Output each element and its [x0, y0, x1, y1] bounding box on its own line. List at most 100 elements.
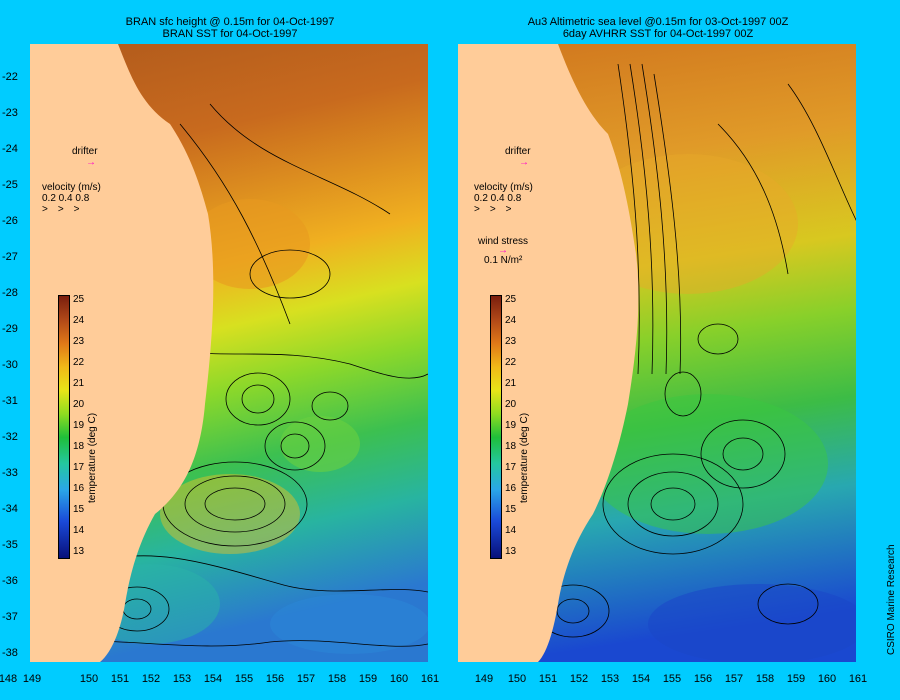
colorbar-tick: 18 [73, 441, 85, 452]
colorbar-tick: 21 [505, 378, 517, 389]
lat-tick: -36 [2, 575, 18, 587]
drifter-arrow-icon: → [86, 157, 96, 168]
lon-tick: 157 [296, 673, 316, 685]
left-map [30, 44, 428, 662]
colorbar-tick: 15 [505, 504, 517, 515]
velocity-label: velocity (m/s) [42, 182, 101, 193]
colorbar-tick: 13 [73, 546, 85, 557]
colorbar-tick: 17 [505, 462, 517, 473]
lon-tick: 156 [693, 673, 713, 685]
right-title: Au3 Altimetric sea level @0.15m for 03-O… [448, 16, 868, 40]
lon-tick: 161 [420, 673, 440, 685]
lon-tick: 160 [817, 673, 837, 685]
colorbar-tick: 25 [505, 294, 517, 305]
lon-tick: 149 [22, 673, 42, 685]
lon-tick: 160 [389, 673, 409, 685]
drifter-legend: drifter → [72, 146, 98, 168]
colorbar-tick: 23 [73, 336, 85, 347]
lat-tick: -33 [2, 467, 18, 479]
velocity-arrows-icon: ˃˃> [42, 204, 90, 215]
velocity-label-right: velocity (m/s) [474, 182, 533, 193]
left-title: BRAN sfc height @ 0.15m for 04-Oct-1997 … [20, 16, 440, 40]
lon-tick: 159 [786, 673, 806, 685]
colorbar-tick: 21 [73, 378, 85, 389]
colorbar-tick: 22 [505, 357, 517, 368]
lon-tick: 154 [631, 673, 651, 685]
lat-tick: -37 [2, 611, 18, 623]
lat-tick: -31 [2, 395, 18, 407]
colorbar-tick: 18 [505, 441, 517, 452]
lat-tick: -23 [2, 107, 18, 119]
lon-tick: 149 [474, 673, 494, 685]
colorbar-tick: 13 [505, 546, 517, 557]
left-title-line2: BRAN SST for 04-Oct-1997 [162, 28, 298, 40]
colorbar-tick: 14 [505, 525, 517, 536]
lon-tick: 151 [110, 673, 130, 685]
velocity-scale: 0.2 0.4 0.8 [42, 193, 90, 204]
lat-tick: -30 [2, 359, 18, 371]
wind-stress-label: wind stress [478, 236, 529, 247]
lon-tick: 153 [600, 673, 620, 685]
lon-tick: 150 [507, 673, 527, 685]
lon-tick: 155 [234, 673, 254, 685]
right-title-line1: Au3 Altimetric sea level @0.15m for 03-O… [527, 16, 789, 28]
lat-tick: -29 [2, 323, 18, 335]
wind-stress-scale: 0.1 N/m² [484, 255, 523, 266]
colorbar-tick: 24 [73, 315, 85, 326]
lon-tick: 156 [265, 673, 285, 685]
colorbar-tick: 22 [73, 357, 85, 368]
lon-tick: 151 [538, 673, 558, 685]
colorbar-label-right: temperature (deg C) [519, 412, 530, 503]
right-map [458, 44, 856, 662]
lon-tick: 148 [0, 673, 18, 685]
lon-tick: 154 [203, 673, 223, 685]
lat-tick: -34 [2, 503, 18, 515]
wind-arrow-icon: → [498, 245, 508, 256]
lat-tick: -24 [2, 143, 18, 155]
lat-tick: -32 [2, 431, 18, 443]
colorbar-tick: 19 [505, 420, 517, 431]
drifter-legend-right: drifter → [505, 146, 531, 168]
drifter-label-right: drifter [505, 146, 531, 157]
left-title-line1: BRAN sfc height @ 0.15m for 04-Oct-1997 [125, 16, 335, 28]
lon-tick: 159 [358, 673, 378, 685]
velocity-arrows-icon: ˃˃> [474, 204, 522, 215]
colorbar-tick: 20 [73, 399, 85, 410]
colorbar-tick: 15 [73, 504, 85, 515]
colorbar-tick: 20 [505, 399, 517, 410]
velocity-legend-right: velocity (m/s) 0.2 0.4 0.8 ˃˃> [474, 182, 533, 215]
lon-tick: 157 [724, 673, 744, 685]
lat-tick: -28 [2, 287, 18, 299]
left-map-canvas [30, 44, 428, 662]
credit-text: CSIRO Marine Research [886, 544, 897, 655]
colorbar-right [490, 295, 502, 559]
lat-tick: -35 [2, 539, 18, 551]
lon-tick: 161 [848, 673, 868, 685]
lat-tick: -22 [2, 71, 18, 83]
velocity-legend: velocity (m/s) 0.2 0.4 0.8 ˃˃> [42, 182, 101, 215]
colorbar-tick: 23 [505, 336, 517, 347]
lat-tick: -26 [2, 215, 18, 227]
colorbar-tick: 16 [73, 483, 85, 494]
colorbar-tick: 17 [73, 462, 85, 473]
wind-stress-legend: wind stress → 0.1 N/m² [478, 236, 528, 266]
lat-tick: -38 [2, 647, 18, 659]
colorbar-tick: 25 [73, 294, 85, 305]
colorbar-left [58, 295, 70, 559]
lat-tick: -25 [2, 179, 18, 191]
lon-tick: 152 [141, 673, 161, 685]
lon-tick: 155 [662, 673, 682, 685]
right-title-line2: 6day AVHRR SST for 04-Oct-1997 00Z [562, 28, 754, 40]
lon-tick: 153 [172, 673, 192, 685]
lon-tick: 152 [569, 673, 589, 685]
velocity-scale-right: 0.2 0.4 0.8 [474, 193, 522, 204]
colorbar-tick: 16 [505, 483, 517, 494]
drifter-label: drifter [72, 146, 98, 157]
lon-tick: 158 [755, 673, 775, 685]
colorbar-tick: 14 [73, 525, 85, 536]
lat-tick: -27 [2, 251, 18, 263]
right-map-canvas [458, 44, 856, 662]
lon-tick: 158 [327, 673, 347, 685]
lon-tick: 150 [79, 673, 99, 685]
colorbar-tick: 19 [73, 420, 85, 431]
